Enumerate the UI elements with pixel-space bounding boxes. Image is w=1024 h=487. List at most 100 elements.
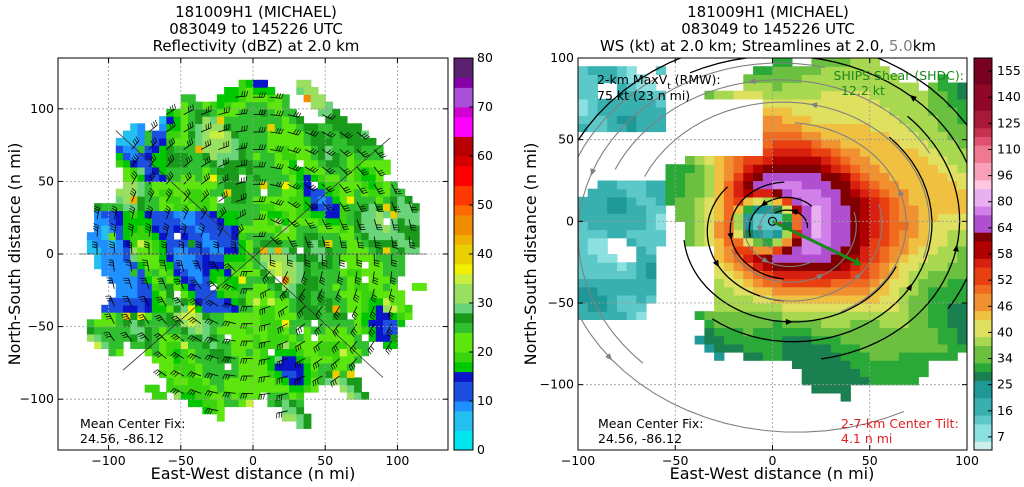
windspeed-cell xyxy=(850,196,861,206)
colorbar-tick-label: 155 xyxy=(997,63,1021,78)
windspeed-cell xyxy=(879,115,890,124)
reflectivity-cell xyxy=(318,123,326,132)
reflectivity-cell xyxy=(159,239,167,248)
colorbar-swatch xyxy=(974,197,992,207)
windspeed-cell xyxy=(860,82,871,92)
windspeed-cell xyxy=(792,294,803,304)
windspeed-cell xyxy=(957,221,967,231)
windspeed-cell xyxy=(704,237,715,247)
windspeed-cell xyxy=(908,311,919,320)
windspeed-cell xyxy=(860,360,871,369)
windspeed-cell xyxy=(762,90,774,100)
wind-barb xyxy=(322,113,336,120)
reflectivity-cell xyxy=(216,304,225,313)
reflectivity-cell xyxy=(151,174,160,182)
reflectivity-cell xyxy=(289,137,297,146)
reflectivity-cell xyxy=(159,362,167,371)
colorbar-swatch xyxy=(454,107,473,118)
reflectivity-cell xyxy=(253,137,261,146)
windspeed-cell xyxy=(937,147,949,157)
reflectivity-cell xyxy=(310,261,319,270)
reflectivity-cell xyxy=(144,203,153,212)
windspeed-cell xyxy=(830,294,842,304)
windspeed-cell xyxy=(889,156,900,165)
reflectivity-cell xyxy=(303,94,312,103)
reflectivity-cell xyxy=(253,391,261,400)
windspeed-cell xyxy=(928,164,939,173)
windspeed-cell xyxy=(587,188,598,198)
reflectivity-cell xyxy=(137,123,146,132)
reflectivity-cell xyxy=(123,275,131,284)
x-tick-label: −100 xyxy=(91,453,125,468)
colorbar-swatch xyxy=(974,188,992,198)
reflectivity-cell xyxy=(332,116,341,124)
windspeed-cell xyxy=(782,327,793,337)
windspeed-cell xyxy=(782,278,793,288)
windspeed-cell xyxy=(743,172,754,182)
maxvt-subscript: t xyxy=(667,82,671,92)
reflectivity-cell xyxy=(339,137,348,146)
windspeed-cell xyxy=(801,164,812,173)
reflectivity-cell xyxy=(260,195,268,204)
reflectivity-cell xyxy=(303,355,312,364)
windspeed-cell xyxy=(626,188,637,198)
windspeed-cell xyxy=(830,123,842,133)
reflectivity-cell xyxy=(318,239,326,248)
windspeed-cell xyxy=(685,229,696,239)
reflectivity-cell xyxy=(267,326,276,335)
windspeed-cell xyxy=(879,180,890,190)
reflectivity-cell xyxy=(238,239,247,248)
windspeed-cell xyxy=(947,229,958,239)
reflectivity-cell xyxy=(361,268,370,277)
windspeed-cell xyxy=(743,278,754,288)
wind-barb xyxy=(388,288,395,303)
reflectivity-cell xyxy=(274,319,283,328)
windspeed-cell xyxy=(908,131,919,141)
windspeed-cell xyxy=(889,368,900,378)
reflectivity-cell xyxy=(216,246,225,255)
reflectivity-cell xyxy=(332,326,341,335)
reflectivity-cell xyxy=(267,232,276,241)
windspeed-cell xyxy=(860,74,871,84)
windspeed-cell xyxy=(937,335,949,345)
reflectivity-cell xyxy=(354,254,362,262)
windspeed-cell xyxy=(597,123,608,133)
reflectivity-cell xyxy=(332,232,341,241)
reflectivity-cell xyxy=(267,254,276,262)
reflectivity-cell xyxy=(260,319,268,328)
windspeed-cell xyxy=(811,180,822,190)
windspeed-cell xyxy=(753,327,764,337)
reflectivity-cell xyxy=(310,275,319,284)
reflectivity-cell xyxy=(310,246,319,255)
reflectivity-cell xyxy=(303,297,312,306)
reflectivity-cell xyxy=(281,246,290,255)
reflectivity-cell xyxy=(123,239,131,248)
wind-barb xyxy=(368,323,376,338)
reflectivity-cell xyxy=(245,254,254,262)
reflectivity-cell xyxy=(224,203,232,212)
right-fix-value: 24.56, -86.12 xyxy=(598,431,682,446)
windspeed-cell xyxy=(733,335,744,345)
reflectivity-cell xyxy=(166,195,175,204)
windspeed-cell xyxy=(860,294,871,304)
windspeed-cell xyxy=(772,245,783,255)
windspeed-cell xyxy=(772,352,783,361)
windspeed-cell xyxy=(578,311,589,320)
windspeed-cell xyxy=(957,172,967,182)
reflectivity-cell xyxy=(151,239,160,248)
windspeed-cell xyxy=(830,107,842,116)
reflectivity-cell xyxy=(281,377,290,386)
reflectivity-cell xyxy=(123,195,131,204)
windspeed-cell xyxy=(879,107,890,116)
reflectivity-cell xyxy=(375,297,384,306)
maxvt-suffix: (RMW): xyxy=(671,72,721,87)
reflectivity-cell xyxy=(361,159,370,168)
reflectivity-cell xyxy=(238,145,247,153)
windspeed-cell xyxy=(704,172,715,182)
reflectivity-cell xyxy=(310,130,319,139)
windspeed-cell xyxy=(811,66,822,75)
windspeed-cell xyxy=(840,139,851,149)
colorbar-swatch xyxy=(974,206,992,216)
reflectivity-cell xyxy=(310,174,319,182)
windspeed-cell xyxy=(772,74,783,84)
